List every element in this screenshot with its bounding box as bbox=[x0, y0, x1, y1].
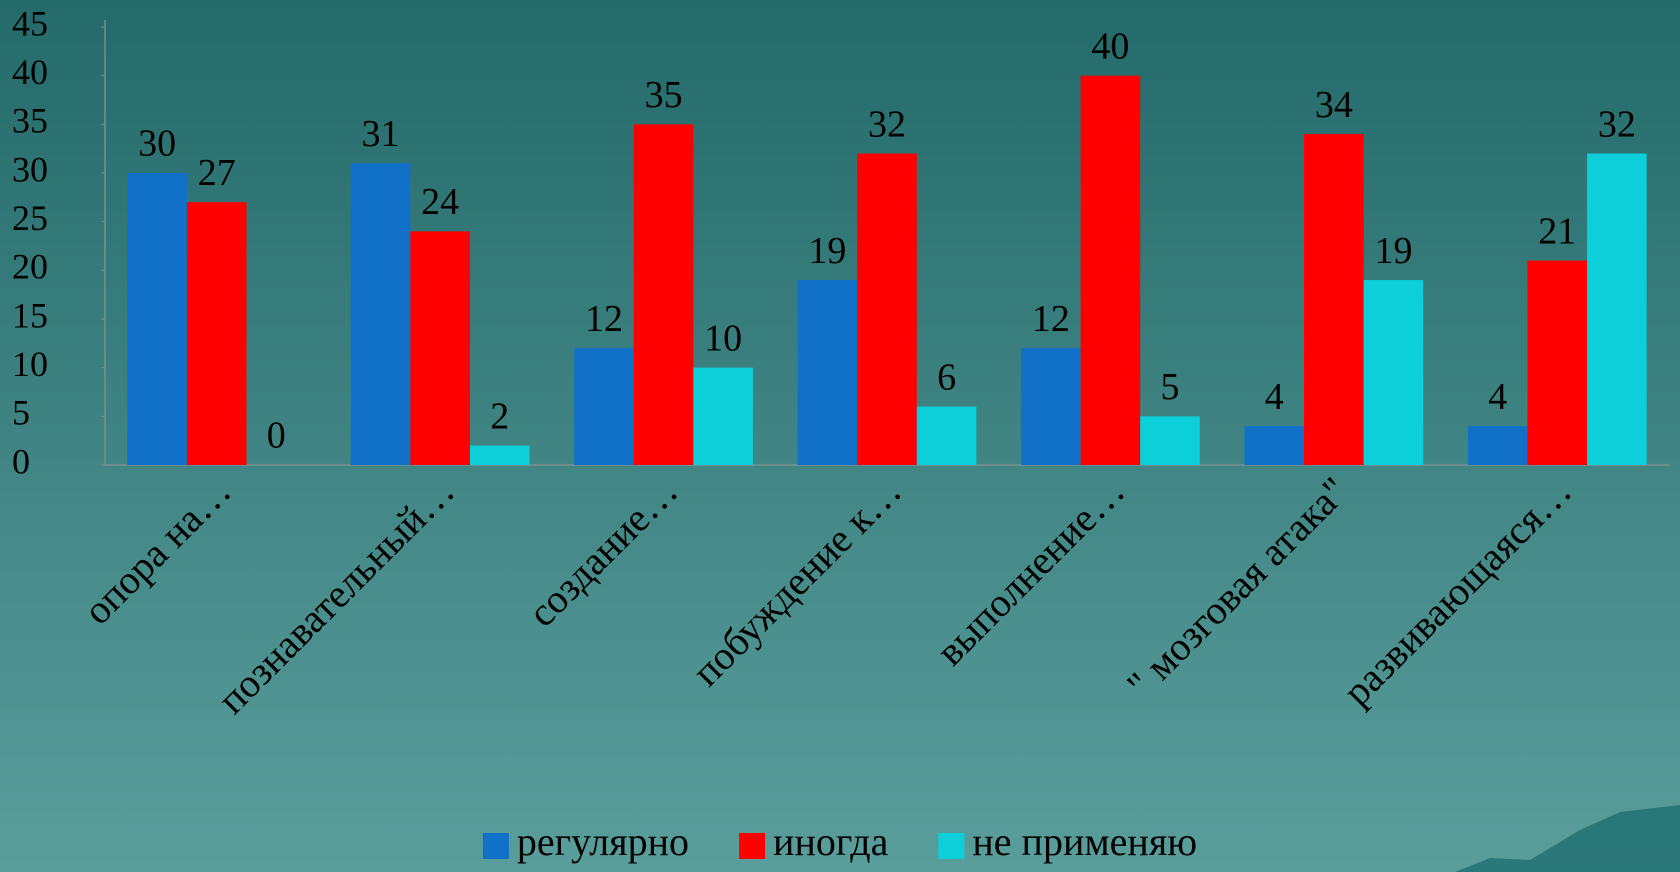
decor bbox=[1455, 805, 1680, 872]
data-label: 4 bbox=[1265, 376, 1284, 418]
legend-swatch bbox=[938, 833, 964, 859]
y-tick-label: 5 bbox=[12, 393, 30, 433]
legend-label: регулярно bbox=[517, 819, 689, 864]
bar bbox=[470, 446, 530, 465]
data-label: 32 bbox=[1598, 103, 1636, 145]
legend-label: иногда bbox=[773, 819, 889, 864]
data-label: 31 bbox=[362, 113, 400, 155]
data-label: 4 bbox=[1488, 376, 1507, 418]
x-tick-label: опора на… bbox=[75, 468, 240, 633]
legend-swatch bbox=[483, 833, 509, 859]
data-label: 24 bbox=[421, 181, 459, 223]
data-label: 6 bbox=[937, 356, 956, 398]
bar bbox=[1140, 416, 1200, 465]
bar bbox=[410, 231, 470, 465]
bar bbox=[798, 280, 858, 465]
bar bbox=[1021, 348, 1081, 465]
chart: 051015202530354045опора на…30270познават… bbox=[0, 0, 1680, 872]
x-tick-label: создание… bbox=[519, 468, 686, 635]
bar bbox=[857, 154, 917, 465]
bar bbox=[187, 202, 247, 465]
y-tick-label: 20 bbox=[12, 247, 48, 287]
legend-label: не применяю bbox=[972, 819, 1197, 864]
data-label: 12 bbox=[1032, 298, 1070, 340]
data-label: 5 bbox=[1161, 366, 1180, 408]
bar bbox=[1468, 426, 1528, 465]
bar bbox=[127, 173, 187, 465]
data-label: 12 bbox=[585, 298, 623, 340]
data-label: 34 bbox=[1315, 84, 1353, 126]
bar bbox=[1304, 134, 1364, 465]
data-label: 19 bbox=[1374, 230, 1412, 272]
data-label: 10 bbox=[704, 317, 742, 359]
data-label: 30 bbox=[138, 123, 176, 165]
bar bbox=[1081, 76, 1141, 465]
y-tick-label: 10 bbox=[12, 344, 48, 384]
bar bbox=[351, 163, 411, 465]
y-tick-label: 30 bbox=[12, 149, 48, 189]
data-label: 40 bbox=[1091, 25, 1129, 67]
y-tick-label: 15 bbox=[12, 295, 48, 335]
x-tick-label: развивающаяся… bbox=[1334, 468, 1580, 714]
bar bbox=[693, 368, 753, 465]
y-tick-label: 45 bbox=[12, 3, 48, 43]
bar bbox=[917, 407, 977, 465]
data-label: 2 bbox=[490, 395, 509, 437]
bar bbox=[1244, 426, 1304, 465]
bar bbox=[1587, 154, 1647, 465]
x-tick-label: выполнение… bbox=[927, 468, 1133, 674]
data-label: 0 bbox=[267, 415, 286, 457]
y-tick-label: 40 bbox=[12, 52, 48, 92]
bar bbox=[574, 348, 634, 465]
y-tick-label: 0 bbox=[12, 441, 30, 481]
data-label: 21 bbox=[1538, 210, 1576, 252]
y-tick-label: 35 bbox=[12, 101, 48, 141]
data-label: 19 bbox=[808, 230, 846, 272]
y-tick-label: 25 bbox=[12, 198, 48, 238]
data-label: 32 bbox=[868, 103, 906, 145]
bar bbox=[1364, 280, 1424, 465]
bar bbox=[634, 124, 694, 465]
legend-swatch bbox=[739, 833, 765, 859]
x-tick-label: побуждение к… bbox=[683, 468, 910, 695]
x-tick-label: " мозговая атака" bbox=[1118, 468, 1357, 707]
data-label: 27 bbox=[198, 152, 236, 194]
bar bbox=[1527, 261, 1587, 465]
data-label: 35 bbox=[645, 74, 683, 116]
x-tick-label: познавательный… bbox=[209, 468, 463, 722]
